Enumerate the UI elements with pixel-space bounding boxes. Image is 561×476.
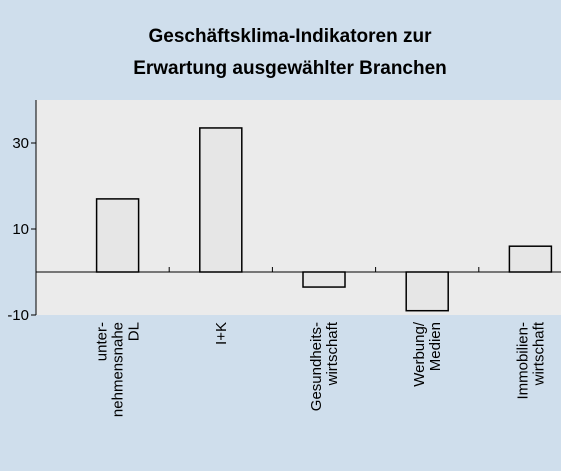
bar bbox=[302, 271, 346, 288]
y-tick-label: 30 bbox=[12, 135, 29, 152]
x-tick-label-line: Medien bbox=[427, 322, 444, 371]
x-tick-label-line: I+K bbox=[213, 322, 230, 345]
x-tick-label: I+K bbox=[213, 322, 230, 345]
y-tick-label: 10 bbox=[12, 221, 29, 238]
x-tick-label-line: wirtschaft bbox=[324, 321, 341, 386]
chart-title: Erwartung ausgewählter Branchen bbox=[133, 58, 447, 79]
chart-title: Geschäftsklima-Indikatoren zur bbox=[149, 26, 433, 47]
bar bbox=[508, 245, 553, 273]
x-tick-label-line: Werbung/ bbox=[411, 321, 428, 387]
bar bbox=[405, 271, 449, 312]
x-tick-label-line: wirtschaft bbox=[530, 321, 547, 386]
x-tick-label-line: DL bbox=[126, 322, 143, 341]
y-tick-label: -10 bbox=[7, 307, 29, 324]
x-tick-label: Immobilien-wirtschaft bbox=[514, 321, 547, 399]
x-tick-label-line: unter- bbox=[94, 322, 111, 361]
x-tick-label-line: nehmensnahe bbox=[110, 322, 127, 417]
x-tick-label: Werbung/Medien bbox=[411, 321, 444, 387]
x-tick-label-line: Gesundheits- bbox=[308, 322, 325, 411]
x-tick-label-line: Immobilien- bbox=[514, 322, 531, 400]
bar bbox=[199, 127, 243, 273]
x-tick-label: Gesundheits-wirtschaft bbox=[308, 321, 341, 411]
bar bbox=[95, 198, 140, 273]
x-tick-label: unter-nehmensnaheDL bbox=[94, 322, 143, 417]
